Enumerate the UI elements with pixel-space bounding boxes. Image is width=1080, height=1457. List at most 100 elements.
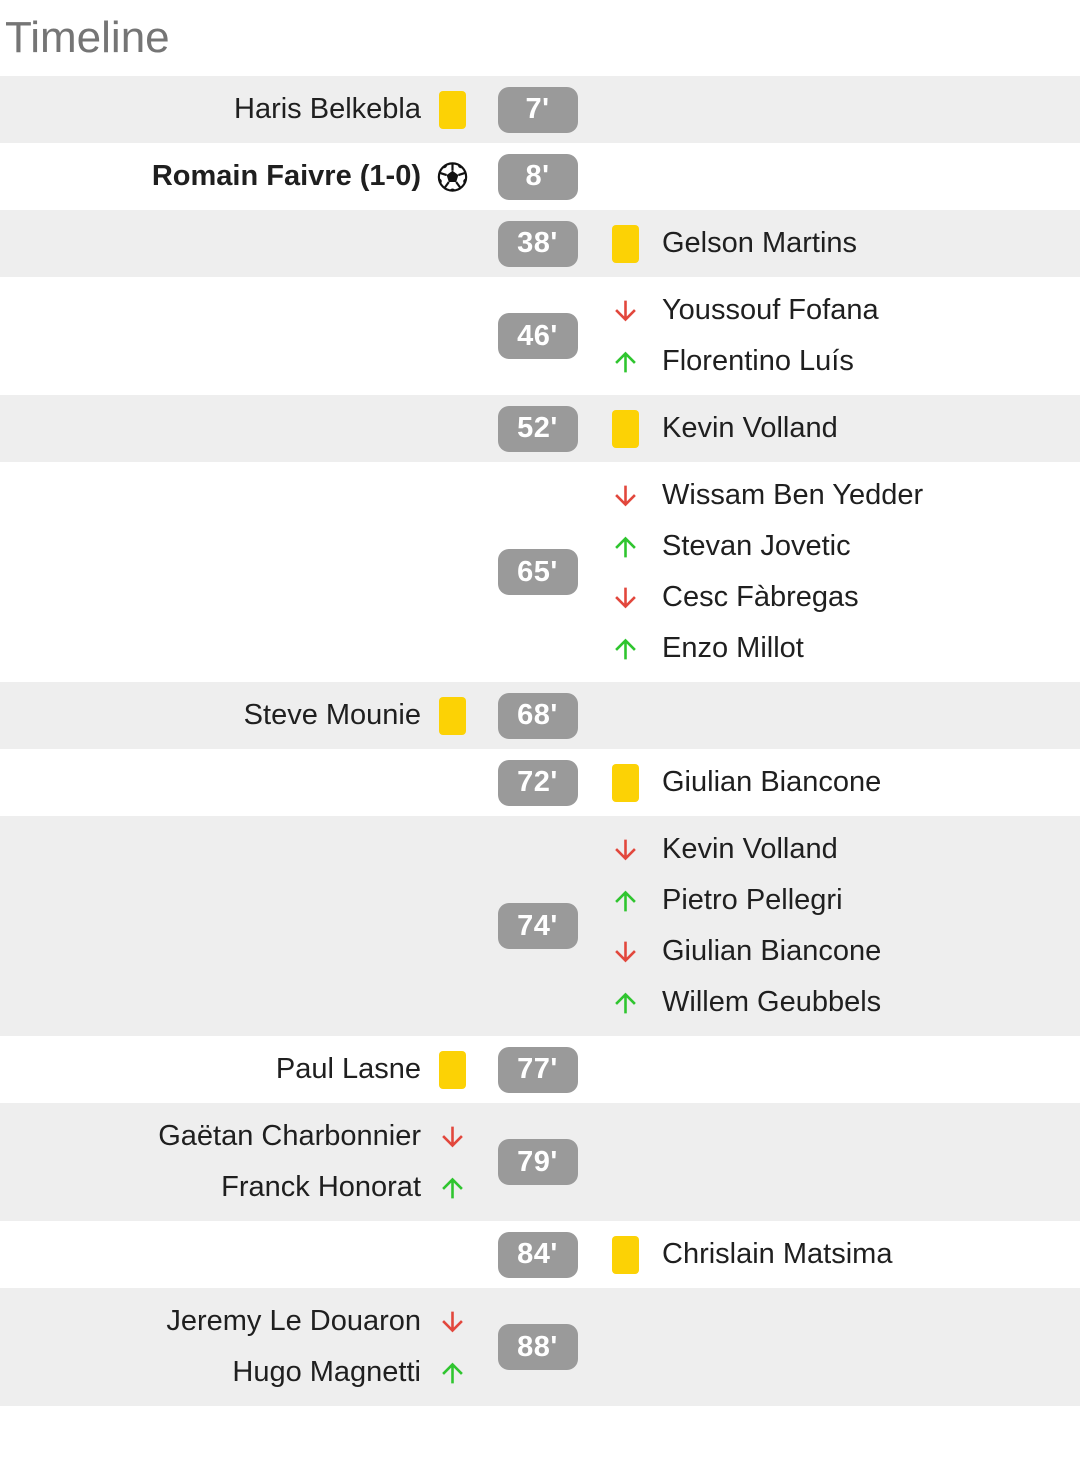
timeline-event-row: Jeremy Le Douaron Hugo Magnetti 88' <box>0 1288 1080 1406</box>
timeline-rows: Haris Belkebla 7' Romain Faivre (1-0) 8'… <box>0 76 1080 1406</box>
player-event: Hugo Magnetti <box>0 1347 480 1398</box>
red-down-arrow-icon <box>615 300 636 321</box>
time-badge: 84' <box>497 1231 578 1278</box>
player-event: Haris Belkebla <box>0 84 480 135</box>
icon-slot <box>437 1305 468 1339</box>
player-name: Chrislain Matsima <box>662 1238 893 1270</box>
time-badge: 38' <box>497 220 578 267</box>
green-up-arrow-icon <box>615 536 636 557</box>
icon-slot <box>437 1171 468 1205</box>
time-badge-column: 72' <box>480 759 595 806</box>
red-down-arrow-icon <box>442 1311 463 1332</box>
player-name: Franck Honorat <box>221 1171 421 1203</box>
home-events-column: Haris Belkebla <box>0 84 480 135</box>
red-down-arrow-icon <box>615 485 636 506</box>
green-up-arrow-icon <box>615 351 636 372</box>
green-up-arrow-icon <box>615 992 636 1013</box>
player-event: Franck Honorat <box>0 1162 480 1213</box>
player-name: Haris Belkebla <box>234 93 421 125</box>
icon-slot <box>610 294 641 328</box>
player-event: Enzo Millot <box>595 623 1080 674</box>
yellow-card-icon <box>612 1235 639 1274</box>
green-up-arrow-icon <box>442 1177 463 1198</box>
time-badge-column: 7' <box>480 86 595 133</box>
timeline-event-row: Haris Belkebla 7' <box>0 76 1080 143</box>
time-badge-column: 38' <box>480 220 595 267</box>
time-badge-column: 46' <box>480 313 595 359</box>
player-event: Jeremy Le Douaron <box>0 1296 480 1347</box>
away-events-column: Kevin Volland Pietro Pellegri Giulian Bian… <box>595 824 1080 1028</box>
player-name: Gaëtan Charbonnier <box>158 1120 421 1152</box>
time-badge: 52' <box>497 405 578 452</box>
player-event: Giulian Biancone <box>595 926 1080 977</box>
timeline-event-row: 38' Gelson Martins <box>0 210 1080 277</box>
yellow-card-icon <box>612 224 639 263</box>
red-down-arrow-icon <box>615 587 636 608</box>
icon-slot <box>610 224 641 263</box>
player-event: Pietro Pellegri <box>595 875 1080 926</box>
time-badge-column: 77' <box>480 1046 595 1093</box>
timeline-event-row: 74' Kevin Volland Pietro Pellegri Giulian … <box>0 816 1080 1036</box>
icon-slot <box>610 763 641 802</box>
player-name: Steve Mounie <box>243 699 421 731</box>
player-name: Giulian Biancone <box>662 766 882 798</box>
player-event: Paul Lasne <box>0 1044 480 1095</box>
player-event: Steve Mounie <box>0 690 480 741</box>
icon-slot <box>610 833 641 867</box>
red-down-arrow-icon <box>615 839 636 860</box>
away-events-column: Wissam Ben Yedder Stevan Jovetic Cesc Fàbr… <box>595 470 1080 674</box>
player-name: Wissam Ben Yedder <box>662 479 924 511</box>
player-event: Youssouf Fofana <box>595 285 1080 336</box>
player-event: Florentino Luís <box>595 336 1080 387</box>
home-events-column: Romain Faivre (1-0) <box>0 151 480 202</box>
icon-slot <box>610 884 641 918</box>
icon-slot <box>610 581 641 615</box>
time-badge-column: 79' <box>480 1139 595 1185</box>
timeline-event-row: 46' Youssouf Fofana Florentino Luís <box>0 277 1080 395</box>
icon-slot <box>610 409 641 448</box>
player-name: Pietro Pellegri <box>662 884 843 916</box>
timeline-event-row: Romain Faivre (1-0) 8' <box>0 143 1080 210</box>
player-name: Cesc Fàbregas <box>662 581 859 613</box>
green-up-arrow-icon <box>615 638 636 659</box>
timeline-event-row: 52' Kevin Volland <box>0 395 1080 462</box>
time-badge: 74' <box>497 903 578 949</box>
away-events-column: Kevin Volland <box>595 403 1080 454</box>
icon-slot <box>610 530 641 564</box>
green-up-arrow-icon <box>615 890 636 911</box>
icon-slot <box>610 345 641 379</box>
yellow-card-icon <box>439 1050 466 1089</box>
time-badge: 7' <box>497 86 578 133</box>
player-name: Kevin Volland <box>662 412 838 444</box>
icon-slot <box>437 1356 468 1390</box>
icon-slot <box>610 935 641 969</box>
red-down-arrow-icon <box>615 941 636 962</box>
red-down-arrow-icon <box>442 1126 463 1147</box>
yellow-card-icon <box>439 90 466 129</box>
player-event: Giulian Biancone <box>595 757 1080 808</box>
player-name: Romain Faivre (1-0) <box>151 160 421 192</box>
yellow-card-icon <box>612 409 639 448</box>
player-name: Gelson Martins <box>662 227 858 259</box>
time-badge: 72' <box>497 759 578 806</box>
timeline-event-row: 65' Wissam Ben Yedder Stevan Jovetic Cesc … <box>0 462 1080 682</box>
away-events-column: Youssouf Fofana Florentino Luís <box>595 285 1080 387</box>
player-event: Kevin Volland <box>595 824 1080 875</box>
player-name: Florentino Luís <box>662 345 854 377</box>
home-events-column: Jeremy Le Douaron Hugo Magnetti <box>0 1296 480 1398</box>
player-name: Youssouf Fofana <box>662 294 879 326</box>
timeline-event-row: Paul Lasne 77' <box>0 1036 1080 1103</box>
time-badge-column: 68' <box>480 692 595 739</box>
home-events-column: Steve Mounie <box>0 690 480 741</box>
player-event: Stevan Jovetic <box>595 521 1080 572</box>
player-event: Gaëtan Charbonnier <box>0 1111 480 1162</box>
player-name: Paul Lasne <box>275 1053 421 1085</box>
time-badge-column: 8' <box>480 153 595 200</box>
player-event: Chrislain Matsima <box>595 1229 1080 1280</box>
home-events-column: Paul Lasne <box>0 1044 480 1095</box>
football-icon <box>437 161 468 192</box>
player-name: Enzo Millot <box>662 632 804 664</box>
time-badge: 77' <box>497 1046 578 1093</box>
icon-slot <box>610 1235 641 1274</box>
